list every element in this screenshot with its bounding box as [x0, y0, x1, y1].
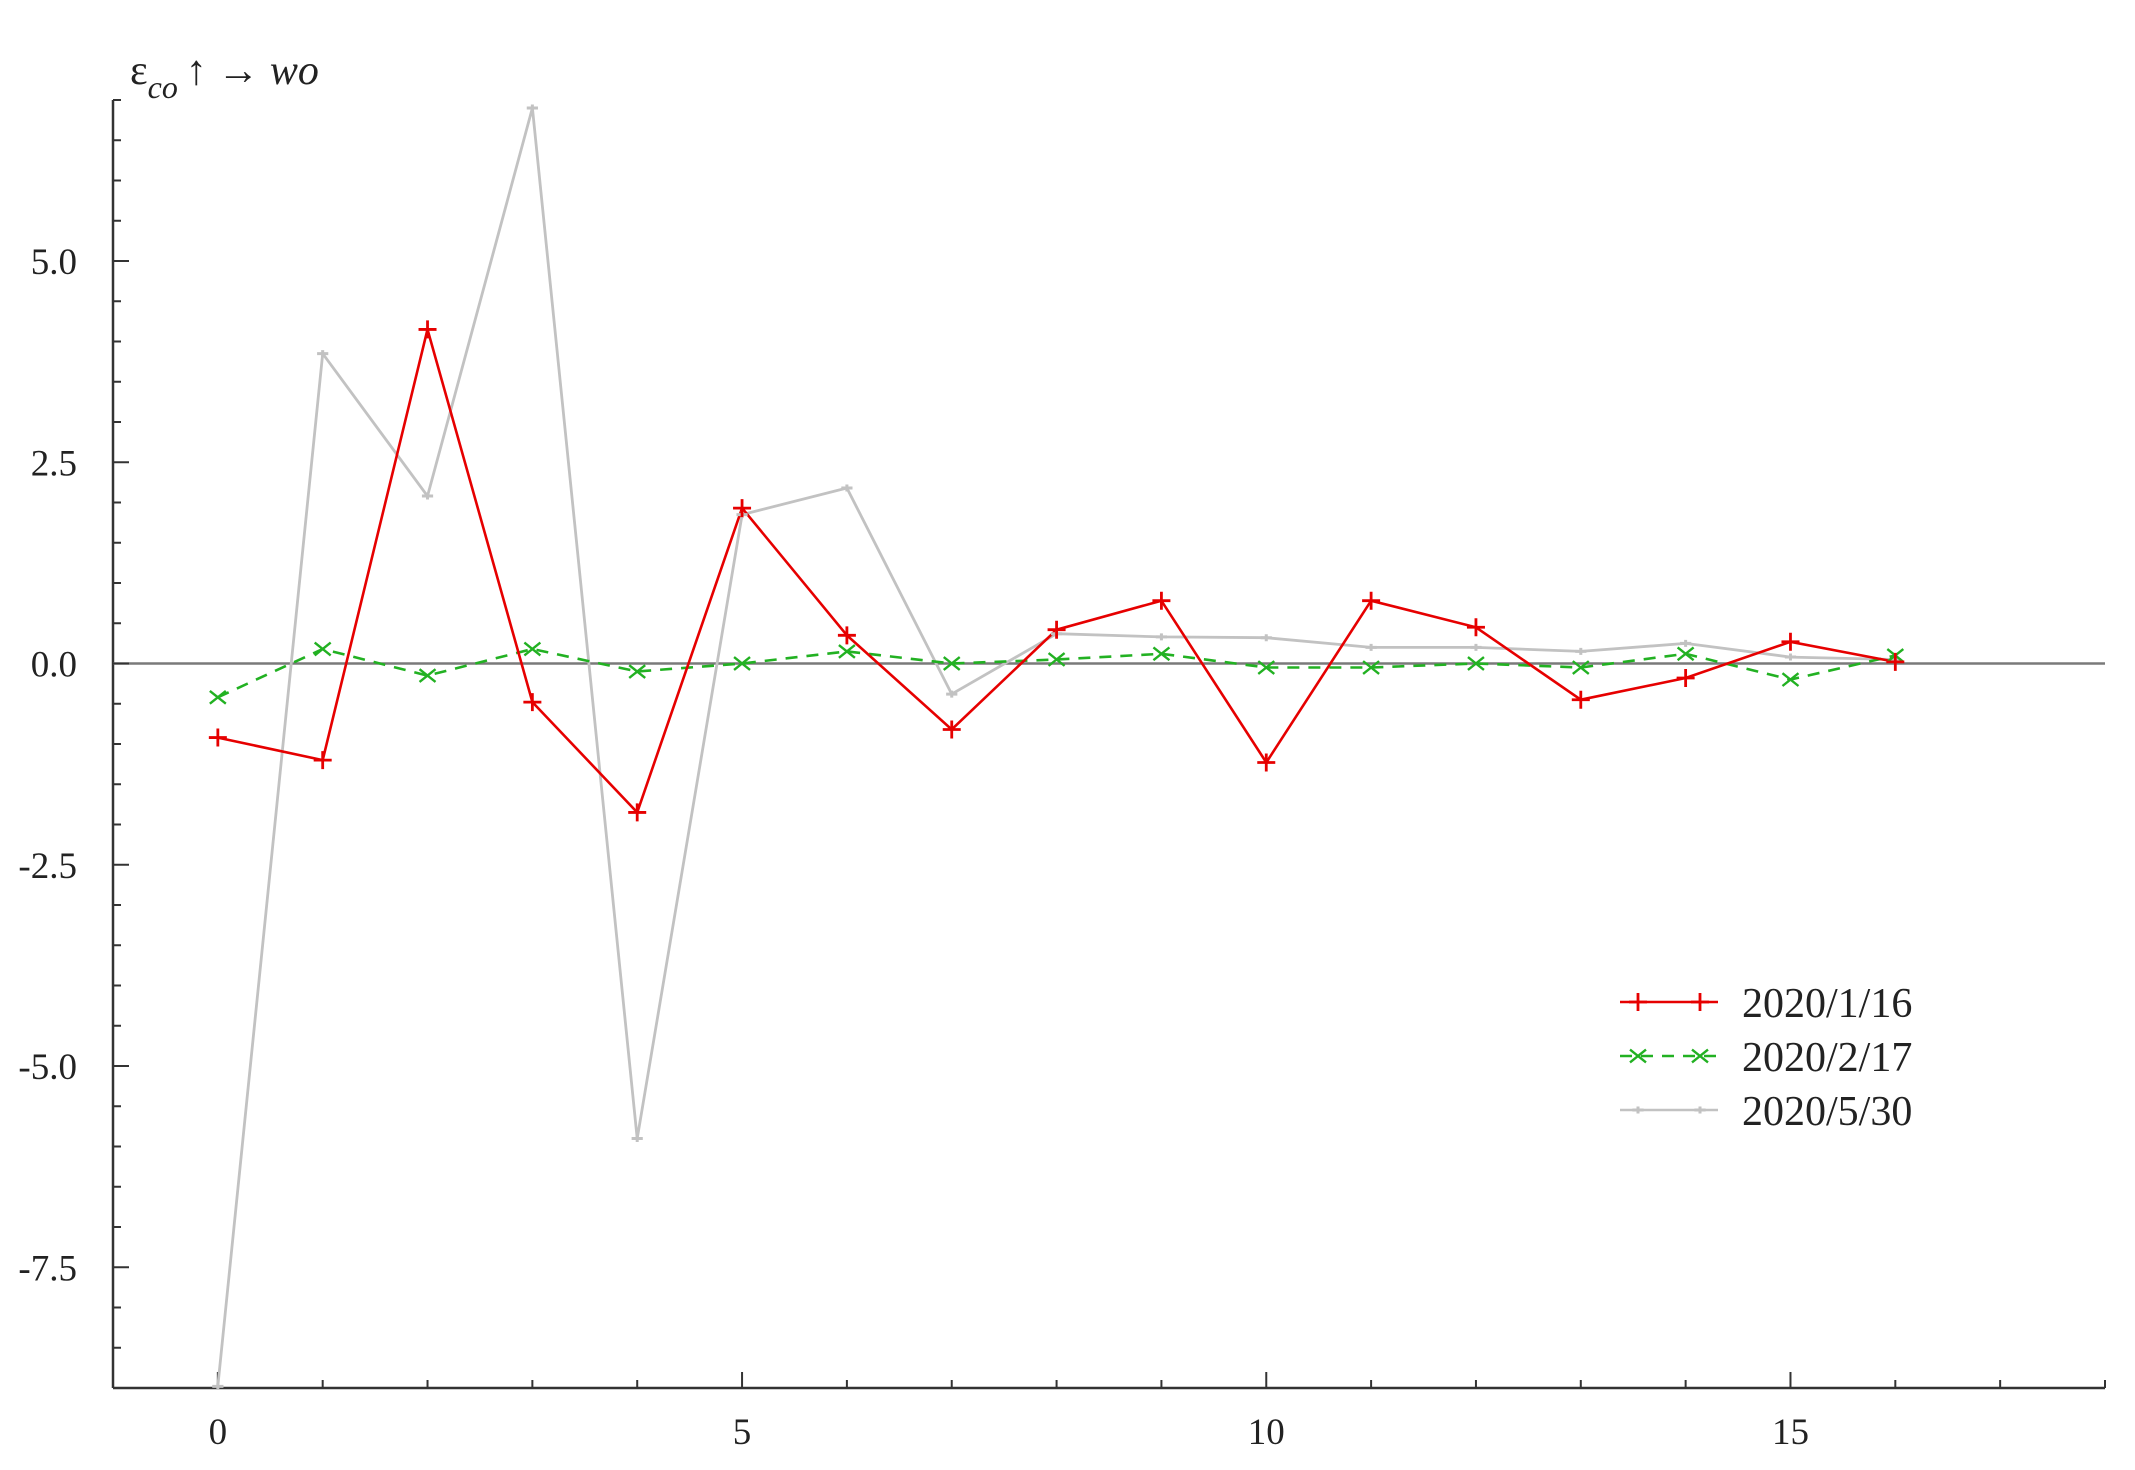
series-3-point — [1260, 634, 1272, 642]
legend-label-1: 2020/1/16 — [1742, 981, 1912, 1027]
svg-text:εco↑ → wo: εco ↑ → wo — [130, 48, 319, 105]
series-2-point — [1257, 660, 1276, 675]
y-axis-title-base: ε — [130, 48, 148, 94]
series-2-point — [1781, 672, 1800, 687]
series-3-point — [421, 492, 434, 500]
series-3-point — [1155, 633, 1168, 641]
series-1-point — [1152, 591, 1171, 610]
series-3-point — [631, 1134, 643, 1142]
y-axis-title-subscript: co — [148, 69, 178, 105]
series-3-point — [212, 1382, 224, 1390]
y-tick-label: 5.0 — [31, 242, 77, 283]
series-2-point — [1047, 652, 1066, 667]
series-1-point — [208, 728, 227, 747]
series-line-1 — [217, 324, 1896, 815]
legend-marker — [1694, 1106, 1706, 1114]
series-3-point — [1575, 647, 1587, 655]
y-tick-label: -2.5 — [18, 846, 77, 887]
series-2-point — [209, 689, 227, 705]
legend-label-2: 2020/2/17 — [1742, 1035, 1912, 1081]
legend-marker — [1691, 993, 1709, 1011]
series-1-point — [1676, 668, 1695, 687]
legend-marker — [1629, 993, 1647, 1011]
series-line-3 — [216, 107, 1896, 1387]
series-2-point — [1676, 646, 1695, 662]
x-tick-label: 5 — [733, 1412, 752, 1453]
series-2-point — [418, 668, 437, 683]
series-3-point — [1470, 643, 1482, 651]
x-tick-label: 15 — [1772, 1412, 1809, 1453]
series-2-point — [1152, 646, 1171, 662]
series-2-point — [1362, 660, 1380, 675]
series-1-point — [1571, 690, 1590, 709]
series-2-point — [838, 644, 856, 659]
series-1-point — [523, 693, 542, 712]
series-1-point — [313, 751, 332, 770]
series-3-point — [1365, 643, 1377, 651]
series-2-point — [523, 641, 542, 657]
series-1-point — [942, 720, 961, 739]
series-2-point — [733, 656, 751, 671]
series-line-2 — [217, 647, 1896, 699]
series-3-point — [1784, 653, 1797, 661]
series-1-point — [733, 499, 752, 518]
tick-marks — [112, 99, 2106, 1389]
tick-labels: 0 5 10 15 5.0 2.5 0.0 -2.5 -5.0 -7.5 — [18, 242, 1809, 1453]
y-axis-title: εco ↑ → wo — [130, 48, 319, 105]
series-1-point — [1047, 620, 1066, 639]
y-tick-label: -5.0 — [18, 1047, 77, 1088]
series-2-point — [942, 656, 961, 671]
series-1-point — [1257, 753, 1276, 772]
axes — [111, 100, 2105, 1390]
series-3-point — [841, 484, 853, 492]
series-2-point — [313, 641, 332, 657]
series-2-point — [1467, 656, 1485, 671]
y-tick-label: 0.0 — [31, 645, 77, 686]
legend-marker — [1632, 1106, 1644, 1114]
series-3-point — [946, 690, 958, 698]
series-1-point — [418, 320, 437, 339]
series-1-point — [628, 803, 647, 822]
x-tick-label: 0 — [209, 1412, 228, 1453]
series-3-point — [1680, 639, 1692, 647]
series-markers — [208, 104, 1905, 1390]
series-1-point — [1781, 632, 1800, 651]
legend-label-3: 2020/5/30 — [1742, 1089, 1912, 1135]
y-axis-title-suffix: ↑ → wo — [186, 48, 319, 94]
y-tick-label: 2.5 — [31, 443, 77, 484]
series-2-point — [628, 664, 646, 679]
legend: 2020/1/16 2020/2/17 2020/5/30 — [1620, 981, 1912, 1135]
series-3-point — [526, 104, 538, 112]
series-1-point — [1362, 591, 1381, 610]
legend-marker — [1691, 1048, 1709, 1064]
series-2-point — [1572, 660, 1590, 675]
legend-marker — [1629, 1048, 1647, 1064]
y-tick-label: -7.5 — [18, 1248, 77, 1289]
series-1-point — [1886, 652, 1905, 671]
series-1-point — [837, 626, 856, 645]
series-3-point — [317, 350, 329, 358]
series-1-point — [1466, 618, 1485, 637]
x-tick-label: 10 — [1248, 1412, 1285, 1453]
series-lines — [216, 107, 1896, 1387]
